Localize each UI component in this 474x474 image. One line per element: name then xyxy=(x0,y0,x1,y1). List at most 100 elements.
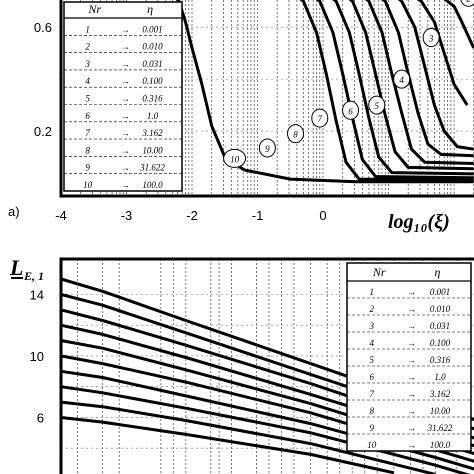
y-tick-label: 10 xyxy=(30,349,44,364)
legend-eta: 3.162 xyxy=(429,389,451,399)
legend-arrow: → xyxy=(407,321,416,331)
legend-eta: 0.031 xyxy=(430,321,450,331)
y-tick-label: 14 xyxy=(30,287,44,302)
series-line-9 xyxy=(60,400,436,474)
legend-eta: 0.001 xyxy=(430,287,450,297)
curve-label: 8 xyxy=(293,130,298,140)
legend-eta: 1.0 xyxy=(434,372,446,382)
legend-eta: 100.0 xyxy=(430,440,451,450)
panel-a-chart: Nr η 1 → 0.001 2 → 0.010 3 → 0.031 4 → 0.100 5 → 0.316 6 →… xyxy=(8,0,474,233)
legend-nr: 7 xyxy=(85,128,90,138)
legend-nr: 3 xyxy=(84,59,90,69)
series-line-7 xyxy=(60,369,474,471)
curve-label-circle xyxy=(393,69,411,89)
legend-nr: 9 xyxy=(370,423,375,433)
legend-header-nr: Nr xyxy=(372,265,386,279)
legend-header-nr: Nr xyxy=(87,2,101,16)
panel-b-y-ticks: 6 10 14 xyxy=(30,287,44,425)
legend-nr: 1 xyxy=(85,24,90,34)
legend-box xyxy=(63,1,183,192)
legend-nr: 3 xyxy=(369,321,375,331)
legend-eta: 0.010 xyxy=(430,304,451,314)
legend-nr: 6 xyxy=(85,111,90,121)
curve-label: 7 xyxy=(318,114,323,124)
x-tick-label: -1 xyxy=(252,208,264,223)
panel-b-chart: Nr η 1 → 0.001 2 → 0.010 3 → 0.031 4 → 0.100 5 → 0.316 6 →… xyxy=(9,255,474,474)
legend-arrow: → xyxy=(121,163,130,173)
series-line-10-tail xyxy=(244,168,474,184)
y-tick-label: 6 xyxy=(37,410,44,425)
legend-eta: 31.622 xyxy=(139,163,165,173)
panel-a-frame xyxy=(59,0,474,198)
legend-nr: 9 xyxy=(85,163,90,173)
legend-eta: 0.100 xyxy=(430,338,451,348)
series-line-1 xyxy=(443,0,474,49)
svg-text:E, 1: E, 1 xyxy=(23,269,44,283)
series-line-6 xyxy=(348,0,474,171)
curve-label: 9 xyxy=(265,144,270,154)
x-tick-label: 0 xyxy=(319,208,326,223)
legend-arrow: → xyxy=(121,180,130,190)
curve-label-circle xyxy=(368,95,386,115)
curve-label-circle xyxy=(460,0,474,7)
legend-nr: 4 xyxy=(370,338,375,348)
legend-eta: 0.316 xyxy=(430,355,451,365)
series-line-4 xyxy=(381,0,474,158)
legend-arrow: → xyxy=(407,440,416,450)
legend-arrow: → xyxy=(407,338,416,348)
curve-label: 2 xyxy=(466,0,471,3)
legend-nr: 10 xyxy=(83,180,93,190)
legend-arrow: → xyxy=(121,111,130,121)
legend-nr: 6 xyxy=(370,372,375,382)
panel-b-frame xyxy=(59,257,474,474)
legend-header-eta: η xyxy=(147,2,153,16)
legend-nr: 1 xyxy=(370,287,375,297)
legend-nr: 8 xyxy=(85,145,90,155)
legend-arrow: → xyxy=(121,76,130,86)
series-line-6 xyxy=(60,354,474,463)
curve-label: 3 xyxy=(428,34,434,44)
panel-b-legend: Nr η 1 → 0.001 2 → 0.010 3 → 0.031 4 → 0.100 5 → 0.316 6 →… xyxy=(346,262,472,452)
curve-label-circle xyxy=(311,108,329,128)
svg-text:L: L xyxy=(9,255,23,280)
legend-arrow: → xyxy=(407,389,416,399)
legend-eta: 10.00 xyxy=(430,406,451,416)
x-tick-label: -3 xyxy=(121,208,133,223)
panel-a-x-axis-label: log₁₀(ξ) xyxy=(388,211,450,233)
legend-eta: 0.010 xyxy=(142,42,163,52)
legend-box xyxy=(346,262,472,452)
panel-a-legend: Nr η 1 → 0.001 2 → 0.010 3 → 0.031 4 → 0.100 5 → 0.316 6 →… xyxy=(63,1,183,192)
y-tick-label: 0.6 xyxy=(34,20,52,35)
legend-eta: 10.00 xyxy=(142,145,163,155)
curve-label-circle xyxy=(422,28,440,48)
series-line-5 xyxy=(364,0,474,165)
legend-nr: 2 xyxy=(85,42,90,52)
legend-eta: 0.100 xyxy=(142,76,163,86)
x-tick-label: -2 xyxy=(186,208,198,223)
legend-arrow: → xyxy=(121,24,130,34)
series-line-8 xyxy=(60,385,471,474)
panel-a-x-ticks: -4 -3 -2 -1 0 xyxy=(55,208,326,223)
legend-arrow: → xyxy=(407,406,416,416)
curve-label-circle xyxy=(342,100,360,120)
panel-a-curve-labels: 2 3 4 5 6 7 8 9 10 xyxy=(223,0,474,168)
series-line-9 xyxy=(299,0,474,182)
legend-nr: 7 xyxy=(370,389,375,399)
curve-label: 4 xyxy=(399,75,404,85)
legend-eta: 0.031 xyxy=(142,59,162,69)
panel-a-y-ticks: 0.2 0.6 xyxy=(34,20,52,139)
legend-arrow: → xyxy=(121,94,130,104)
curve-label: 10 xyxy=(230,154,240,164)
legend-eta: 100.0 xyxy=(142,180,163,190)
legend-eta: 1.0 xyxy=(147,111,159,121)
legend-arrow: → xyxy=(407,355,416,365)
panel-a-label: a) xyxy=(8,204,20,219)
legend-nr: 8 xyxy=(370,406,375,416)
legend-nr: 10 xyxy=(367,440,377,450)
legend-eta: 0.001 xyxy=(142,24,162,34)
legend-eta: 3.162 xyxy=(141,128,163,138)
legend-arrow: → xyxy=(121,128,130,138)
legend-arrow: → xyxy=(407,372,416,382)
series-line-3 xyxy=(397,0,474,151)
